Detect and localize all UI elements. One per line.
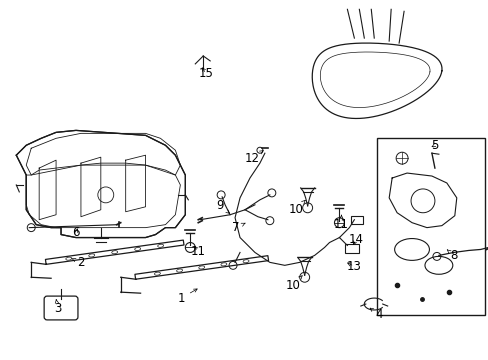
Text: 15: 15 <box>199 67 213 80</box>
Text: 12: 12 <box>244 151 263 165</box>
Text: 2: 2 <box>72 256 84 269</box>
Text: 10: 10 <box>288 200 305 216</box>
Text: 4: 4 <box>369 308 382 321</box>
Text: 6: 6 <box>72 226 80 239</box>
Bar <box>376 138 484 315</box>
Text: 11: 11 <box>333 215 348 231</box>
Text: 8: 8 <box>447 249 457 262</box>
Text: 1: 1 <box>177 289 197 305</box>
Text: 11: 11 <box>190 245 205 258</box>
Text: 9: 9 <box>216 199 229 213</box>
Text: 14: 14 <box>348 233 363 246</box>
Text: 5: 5 <box>430 139 438 152</box>
Bar <box>351 216 363 224</box>
Text: 10: 10 <box>285 276 302 292</box>
Text: 13: 13 <box>346 260 361 273</box>
Text: 7: 7 <box>232 221 244 234</box>
Text: 3: 3 <box>54 300 61 315</box>
Bar <box>345 243 359 253</box>
